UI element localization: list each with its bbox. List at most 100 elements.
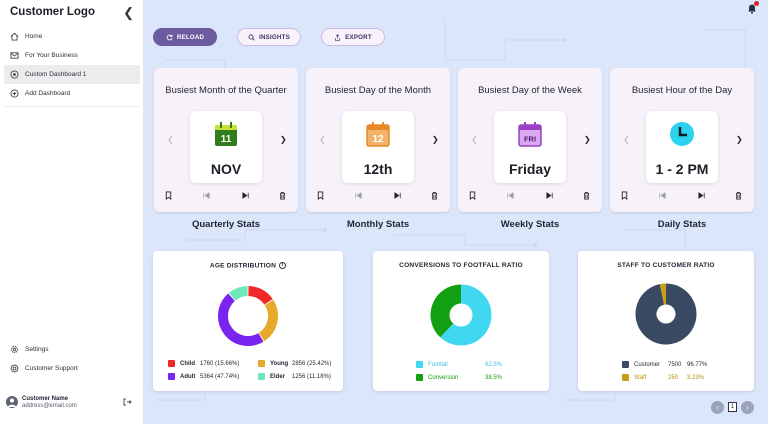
- age-donut-chart: [218, 286, 278, 346]
- next-arrow-icon[interactable]: ❯: [736, 135, 743, 144]
- search-icon: [248, 33, 255, 41]
- stat-inner: 11 NOV: [190, 111, 262, 183]
- bookmark-icon[interactable]: [468, 191, 477, 200]
- insights-button[interactable]: INSIGHTS: [237, 28, 301, 46]
- sidebar-item-custom-dashboard-1[interactable]: Custom Dashboard 1: [4, 65, 140, 84]
- support-icon: [10, 364, 19, 373]
- staff-ratio-card: STAFF TO CUSTOMER RATIO Customer 7500 96…: [578, 251, 754, 391]
- prev-arrow-icon[interactable]: ❮: [623, 135, 630, 144]
- legend-value: 62.5%: [485, 361, 503, 368]
- trash-icon[interactable]: [582, 191, 591, 200]
- legend-name: Elder: [270, 373, 286, 380]
- donut-slice-customer[interactable]: [635, 283, 697, 345]
- monthly-stats-label: Monthly Stats: [346, 219, 410, 230]
- page-number[interactable]: 1: [728, 402, 737, 412]
- reload-button[interactable]: RELOAD: [153, 28, 217, 46]
- donut-slice-conversion[interactable]: [430, 284, 462, 338]
- bookmark-icon[interactable]: [164, 191, 173, 200]
- export-button[interactable]: EXPORT: [321, 28, 385, 46]
- prev-arrow-icon[interactable]: ❮: [167, 135, 174, 144]
- staff-ratio-title: STAFF TO CUSTOMER RATIO: [617, 262, 715, 269]
- stat-inner: 1 - 2 PM: [646, 111, 718, 183]
- collapse-sidebar-icon[interactable]: ❮: [123, 4, 134, 20]
- donut-slice-elder[interactable]: [229, 286, 248, 301]
- sidebar-item-label: Add Dashboard: [25, 90, 71, 97]
- legend-percent: 3.23%: [687, 374, 705, 381]
- sidebar-item-label: Custom Dashboard 1: [25, 71, 87, 78]
- pagination: ‹ 1 ›: [711, 400, 754, 414]
- logout-icon[interactable]: [122, 397, 132, 407]
- sidebar-item-home[interactable]: Home: [4, 27, 140, 46]
- sidebar-item-label: For Your Business: [25, 52, 78, 59]
- mail-icon: [10, 51, 19, 60]
- info-icon[interactable]: i: [279, 262, 287, 269]
- trash-icon[interactable]: [734, 191, 743, 200]
- calendar-number: 12: [372, 134, 384, 145]
- legend-name: Child: [180, 360, 195, 367]
- age-distribution-card: AGE DISTRIBUTION i Child 1760 (15.66%) Yo…: [153, 251, 343, 391]
- legend-name: Adult: [180, 373, 196, 380]
- sidebar-item-label: Settings: [25, 346, 49, 353]
- calendar-number: 11: [221, 134, 232, 145]
- stat-value: 12th: [363, 161, 393, 177]
- legend-swatch-adult: [168, 373, 175, 380]
- sidebar-item-label: Customer Support: [25, 365, 78, 372]
- daily-stats-label: Daily Stats: [657, 219, 707, 230]
- legend-name: Footfall: [428, 361, 448, 368]
- skip-forward-icon[interactable]: [697, 191, 706, 200]
- sidebar-item-for-your-business[interactable]: For Your Business: [4, 46, 140, 65]
- sidebar: Customer Logo ❮ Home For Your Business C…: [0, 0, 144, 424]
- card-actions: [154, 191, 298, 201]
- age-distribution-title: AGE DISTRIBUTION: [209, 262, 277, 270]
- donut-slice-child[interactable]: [247, 286, 273, 305]
- stat-title: Busiest Day of the Week: [478, 85, 582, 96]
- legend-name: Customer: [634, 361, 661, 368]
- skip-forward-icon[interactable]: [545, 191, 554, 200]
- donut-slice-footfall[interactable]: [440, 284, 492, 346]
- skip-back-icon[interactable]: [202, 191, 211, 200]
- plus-circle-icon: [10, 89, 19, 98]
- export-label: EXPORT: [345, 33, 372, 41]
- main-content: RELOAD INSIGHTS EXPORT Busiest Month of …: [145, 0, 768, 424]
- notification-bell-icon[interactable]: [746, 2, 758, 14]
- bookmark-icon[interactable]: [316, 191, 325, 200]
- skip-back-icon[interactable]: [354, 191, 363, 200]
- skip-back-icon[interactable]: [506, 191, 515, 200]
- legend-swatch-elder: [258, 373, 265, 380]
- trash-icon[interactable]: [430, 191, 439, 200]
- nav-divider: [4, 106, 140, 107]
- sidebar-item-add-dashboard[interactable]: Add Dashboard: [4, 84, 140, 103]
- sidebar-item-customer-support[interactable]: Customer Support: [4, 359, 140, 378]
- legend-name: Young: [270, 360, 289, 367]
- legend-value: 5364 (47.74%): [200, 373, 240, 380]
- stat-title: Busiest Hour of the Day: [631, 85, 733, 96]
- reload-label: RELOAD: [176, 33, 205, 41]
- sidebar-item-settings[interactable]: Settings: [4, 340, 140, 359]
- weekly-stats-label: Weekly Stats: [500, 219, 560, 230]
- stat-value: Friday: [508, 161, 551, 177]
- reload-icon: [166, 34, 173, 40]
- next-arrow-icon[interactable]: ❯: [280, 135, 287, 144]
- legend-value: 1256 (11.18%): [292, 373, 331, 380]
- prev-page-button[interactable]: ‹: [711, 400, 724, 414]
- donut-slice-adult[interactable]: [218, 293, 264, 346]
- gear-icon: [10, 345, 19, 354]
- prev-arrow-icon[interactable]: ❮: [319, 135, 326, 144]
- skip-forward-icon[interactable]: [241, 191, 250, 200]
- next-arrow-icon[interactable]: ❯: [432, 135, 439, 144]
- age-legend: Child 1760 (15.66%) Young 2856 (25.42%) …: [168, 357, 338, 383]
- bookmark-icon[interactable]: [620, 191, 629, 200]
- quarterly-stats-label: Quarterly Stats: [191, 219, 261, 230]
- prev-arrow-icon[interactable]: ❮: [471, 135, 478, 144]
- donut-slice-young[interactable]: [258, 299, 278, 342]
- trash-icon[interactable]: [278, 191, 287, 200]
- card-actions: [306, 191, 450, 201]
- next-arrow-icon[interactable]: ❯: [584, 135, 591, 144]
- skip-back-icon[interactable]: [658, 191, 667, 200]
- legend-swatch-customer: [622, 361, 629, 368]
- next-page-button[interactable]: ›: [741, 400, 754, 414]
- conversions-card: CONVERSIONS TO FOOTFALL RATIO Footfall 6…: [373, 251, 549, 391]
- skip-forward-icon[interactable]: [393, 191, 402, 200]
- legend-value: 7500: [668, 361, 682, 368]
- user-profile[interactable]: Customer Name address@email.com: [6, 392, 132, 412]
